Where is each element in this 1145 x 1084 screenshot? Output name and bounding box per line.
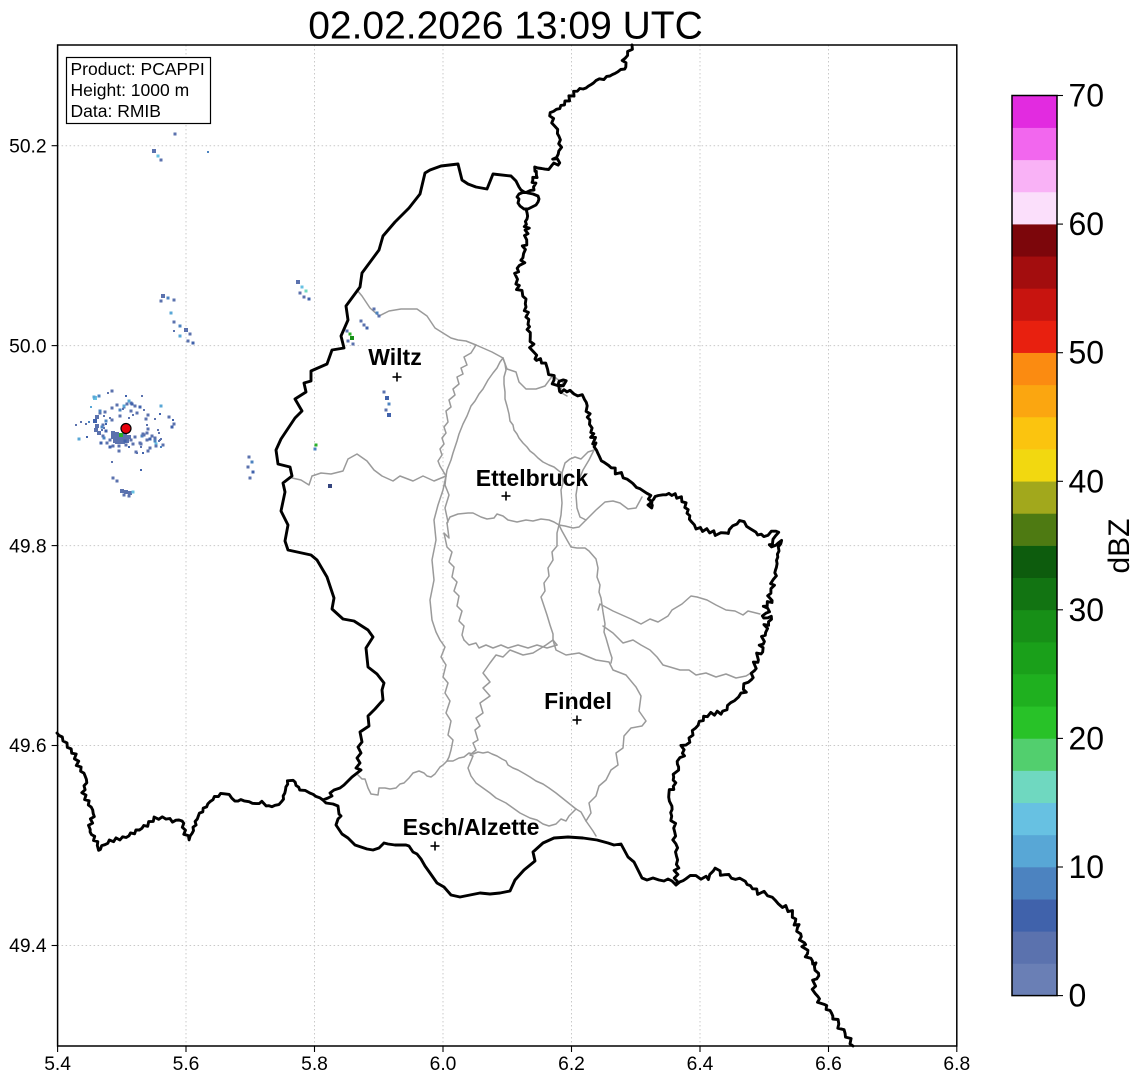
svg-text:Esch/Alzette: Esch/Alzette	[403, 814, 540, 840]
svg-text:02.02.2026 13:09 UTC: 02.02.2026 13:09 UTC	[308, 4, 703, 47]
svg-text:dBZ: dBZ	[1103, 518, 1136, 573]
svg-text:5.4: 5.4	[44, 1054, 71, 1075]
svg-text:0: 0	[1069, 978, 1087, 1014]
svg-text:6.8: 6.8	[943, 1054, 970, 1075]
svg-text:10: 10	[1069, 849, 1105, 885]
svg-text:Findel: Findel	[544, 688, 612, 714]
svg-text:50.2: 50.2	[9, 136, 46, 157]
svg-text:40: 40	[1069, 463, 1105, 499]
svg-text:Wiltz: Wiltz	[368, 344, 421, 370]
svg-text:49.8: 49.8	[9, 536, 46, 557]
svg-text:Ettelbruck: Ettelbruck	[476, 465, 589, 491]
svg-text:50: 50	[1069, 335, 1105, 371]
svg-text:6.6: 6.6	[815, 1054, 842, 1075]
svg-text:70: 70	[1069, 78, 1105, 114]
svg-text:60: 60	[1069, 206, 1105, 242]
svg-text:49.6: 49.6	[9, 736, 46, 757]
svg-text:30: 30	[1069, 592, 1105, 628]
svg-text:Data: RMIB: Data: RMIB	[71, 101, 161, 121]
svg-text:50.0: 50.0	[9, 336, 46, 357]
svg-text:Product: PCAPPI: Product: PCAPPI	[71, 59, 205, 79]
svg-text:20: 20	[1069, 720, 1105, 756]
svg-text:5.8: 5.8	[301, 1054, 328, 1075]
svg-text:6.4: 6.4	[687, 1054, 714, 1075]
svg-text:6.0: 6.0	[430, 1054, 457, 1075]
svg-text:Height: 1000 m: Height: 1000 m	[71, 80, 190, 100]
svg-text:49.4: 49.4	[9, 936, 47, 957]
svg-text:5.6: 5.6	[173, 1054, 200, 1075]
svg-text:6.2: 6.2	[558, 1054, 585, 1075]
